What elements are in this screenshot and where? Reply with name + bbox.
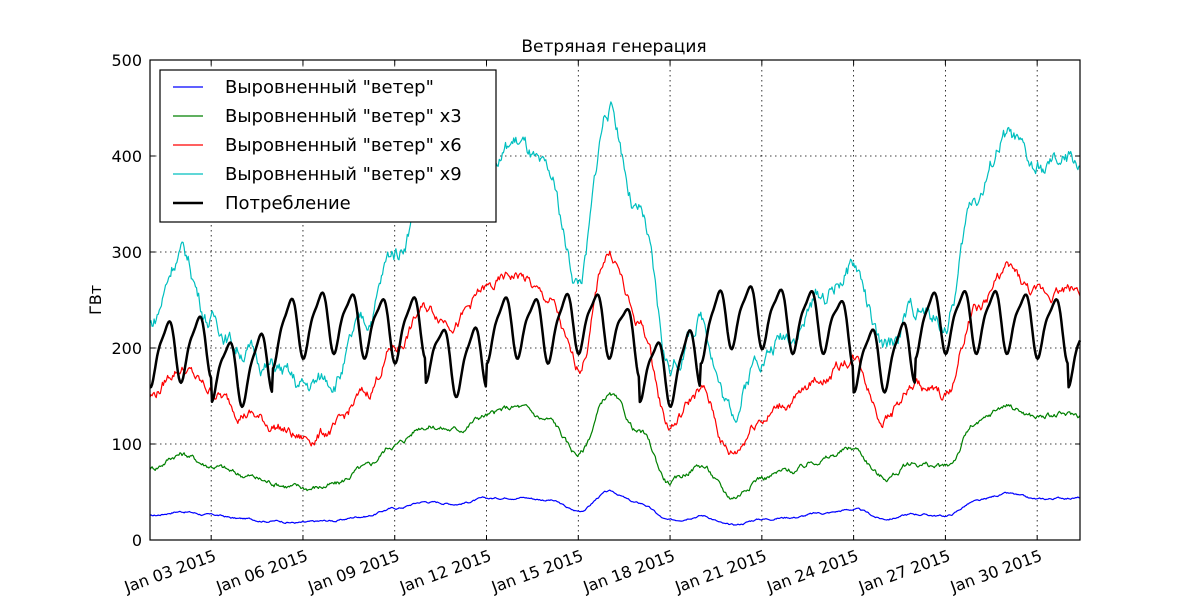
plot-frame (149, 59, 1081, 541)
legend-label: Выровненный "ветер" x3 (225, 106, 462, 127)
legend-label: Выровненный "ветер" x9 (225, 164, 462, 185)
y-tick-label: 400 (111, 147, 142, 166)
y-tick-label: 300 (111, 243, 142, 262)
series-line-2 (149, 250, 1081, 455)
series-line-0 (149, 489, 1081, 526)
series-line-4 (149, 285, 1082, 409)
legend-label: Выровненный "ветер" (225, 77, 434, 98)
y-tick-label: 500 (111, 51, 142, 70)
y-axis: 0 100 200 300 400 500 (111, 51, 1080, 550)
y-tick-label: 100 (111, 435, 142, 454)
y-tick-label: 0 (132, 531, 142, 550)
legend-label: Выровненный "ветер" x6 (225, 135, 462, 156)
series-layer (149, 101, 1082, 526)
chart-title: Ветряная генерация (521, 37, 706, 57)
series-line-1 (149, 392, 1081, 500)
legend-label: Потребление (225, 193, 351, 214)
y-axis-label: ГВт (86, 285, 105, 315)
y-tick-label: 200 (111, 339, 142, 358)
legend: Выровненный "ветер" Выровненный "ветер" x… (159, 69, 497, 223)
legend-box (159, 69, 497, 223)
